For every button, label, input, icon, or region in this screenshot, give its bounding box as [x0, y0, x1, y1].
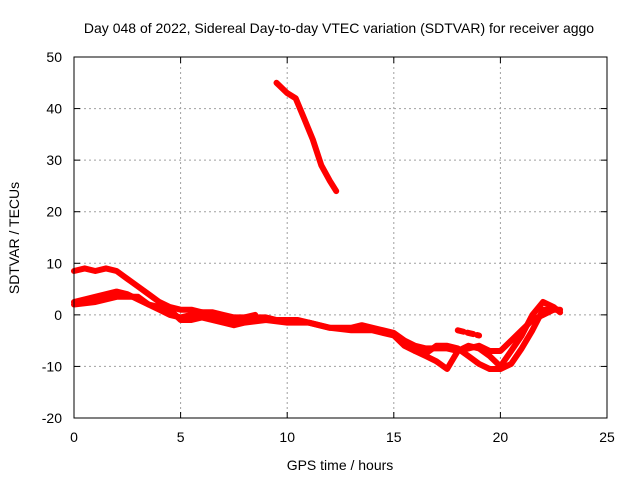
y-tick-label: 50 — [46, 49, 62, 65]
y-tick-label: 30 — [46, 152, 62, 168]
x-tick-label: 25 — [599, 429, 615, 445]
x-tick-label: 10 — [279, 429, 295, 445]
x-axis-label: GPS time / hours — [287, 457, 394, 473]
series-line-dotted-fragment — [454, 327, 483, 339]
x-tick-label: 5 — [177, 429, 185, 445]
y-tick-label: 0 — [54, 307, 62, 323]
chart-title: Day 048 of 2022, Sidereal Day-to-day VTE… — [84, 20, 594, 36]
x-tick-label: 20 — [493, 429, 509, 445]
y-tick-label: 10 — [46, 255, 62, 271]
y-tick-label: 40 — [46, 101, 62, 117]
series-line-high-segment — [273, 79, 340, 195]
grid — [74, 57, 607, 418]
series-line-late-upper — [412, 299, 564, 372]
y-tick-label: 20 — [46, 204, 62, 220]
y-axis-label: SDTVAR / TECUs — [6, 182, 22, 294]
y-tick-label: -10 — [42, 358, 62, 374]
x-tick-label: 0 — [70, 429, 78, 445]
plot-frame — [73, 56, 608, 419]
y-tick-label: -20 — [42, 410, 62, 426]
data-series — [71, 79, 564, 372]
x-tick-label: 15 — [386, 429, 402, 445]
series-line-lower-band — [71, 293, 557, 372]
